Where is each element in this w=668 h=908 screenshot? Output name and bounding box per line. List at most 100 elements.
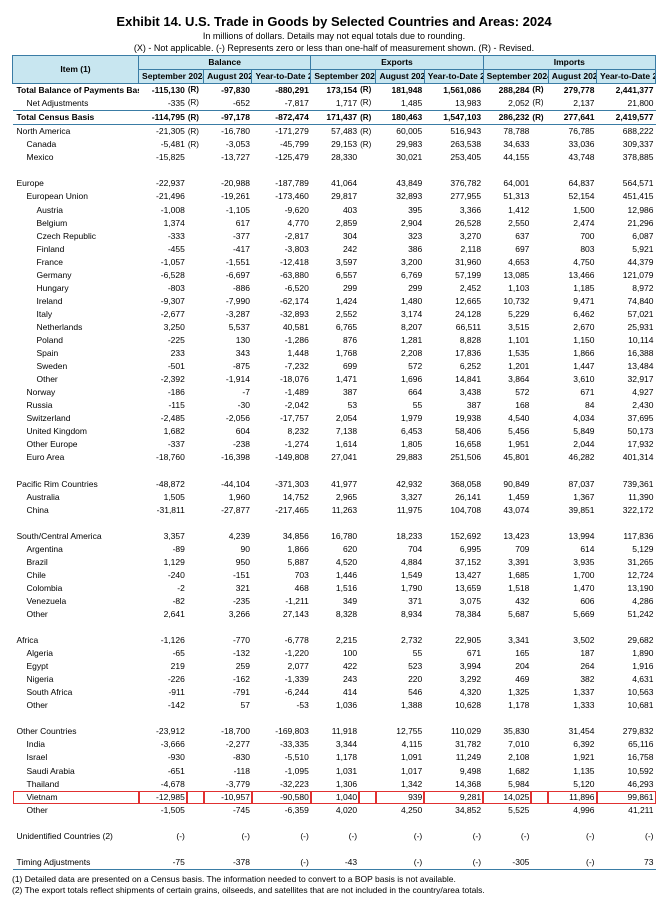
cell: 414 bbox=[311, 686, 359, 699]
cell: -43 bbox=[311, 856, 359, 870]
row-label: Israel bbox=[13, 751, 139, 764]
cell: 4,884 bbox=[376, 556, 424, 569]
cell bbox=[187, 595, 204, 608]
cell bbox=[531, 190, 548, 203]
cell: 371 bbox=[376, 595, 424, 608]
cell: 259 bbox=[204, 660, 252, 673]
cell: -114,795 bbox=[139, 111, 187, 125]
cell: -12,985 bbox=[139, 791, 187, 804]
table-row: European Union-21,496-19,261-173,46029,8… bbox=[13, 190, 656, 203]
table-row: Chile-240-1517031,4461,54913,4271,6851,7… bbox=[13, 569, 656, 582]
footnote-1: (1) Detailed data are presented on a Cen… bbox=[12, 874, 656, 885]
cell: 26,141 bbox=[424, 491, 483, 504]
cell bbox=[531, 295, 548, 308]
cell: 1,424 bbox=[311, 295, 359, 308]
cell: -90,580 bbox=[252, 791, 311, 804]
cell: 51,313 bbox=[483, 190, 531, 203]
cell: 1,325 bbox=[483, 686, 531, 699]
table-row: Algeria-65-132-1,220100556711651871,890 bbox=[13, 647, 656, 660]
cell bbox=[531, 138, 548, 151]
cell bbox=[187, 830, 204, 843]
cell: 14,752 bbox=[252, 491, 311, 504]
cell: 29,153 bbox=[311, 138, 359, 151]
cell: -12,418 bbox=[252, 256, 311, 269]
cell: -18,760 bbox=[139, 451, 187, 464]
row-label: Total Census Basis bbox=[13, 111, 139, 125]
cell: 3,438 bbox=[424, 386, 483, 399]
table-row: Mexico-15,825-13,727-125,47928,33030,021… bbox=[13, 151, 656, 164]
cell bbox=[187, 256, 204, 269]
cell bbox=[359, 725, 376, 738]
cell: 2,965 bbox=[311, 491, 359, 504]
cell: 6,769 bbox=[376, 269, 424, 282]
cell bbox=[359, 569, 376, 582]
cell: 2,474 bbox=[548, 217, 596, 230]
cell: 1,561,086 bbox=[424, 84, 483, 98]
cell bbox=[187, 438, 204, 451]
cell: 2,550 bbox=[483, 217, 531, 230]
cell: 523 bbox=[376, 660, 424, 673]
cell: 671 bbox=[548, 386, 596, 399]
cell: -3,666 bbox=[139, 738, 187, 751]
cell: -333 bbox=[139, 230, 187, 243]
cell: 12,755 bbox=[376, 725, 424, 738]
cell: 65,116 bbox=[597, 738, 656, 751]
cell bbox=[187, 478, 204, 491]
cell bbox=[187, 647, 204, 660]
cell: 546 bbox=[376, 686, 424, 699]
row-label: Belgium bbox=[13, 217, 139, 230]
subtitle-2: (X) - Not applicable. (-) Represents zer… bbox=[12, 43, 656, 53]
cell: 1,447 bbox=[548, 360, 596, 373]
row-label: Other bbox=[13, 699, 139, 712]
cell: 11,390 bbox=[597, 491, 656, 504]
cell: 16,758 bbox=[597, 751, 656, 764]
cell bbox=[359, 204, 376, 217]
cell: 3,270 bbox=[424, 230, 483, 243]
cell: 614 bbox=[548, 543, 596, 556]
cell: -6,697 bbox=[204, 269, 252, 282]
cell: 14,368 bbox=[424, 778, 483, 791]
table-row: Finland-455-417-3,8032423862,1186978035,… bbox=[13, 243, 656, 256]
cell: -2,485 bbox=[139, 412, 187, 425]
cell: 5,669 bbox=[548, 608, 596, 621]
row-label: India bbox=[13, 738, 139, 751]
cell: 299 bbox=[311, 282, 359, 295]
row-label: South Africa bbox=[13, 686, 139, 699]
cell: (R) bbox=[531, 111, 548, 125]
th-i-ytd: Year-to-Date 2024 bbox=[597, 70, 656, 84]
table-row bbox=[13, 621, 656, 634]
cell bbox=[359, 582, 376, 595]
cell bbox=[187, 451, 204, 464]
th-e-ytd: Year-to-Date 2024 bbox=[424, 70, 483, 84]
cell: -930 bbox=[139, 751, 187, 764]
cell: 41,977 bbox=[311, 478, 359, 491]
cell bbox=[187, 556, 204, 569]
cell bbox=[187, 347, 204, 360]
cell: 286,232 bbox=[483, 111, 531, 125]
table-row: Other Countries-23,912-18,700-169,80311,… bbox=[13, 725, 656, 738]
cell bbox=[359, 269, 376, 282]
cell: 4,520 bbox=[311, 556, 359, 569]
cell: (R) bbox=[531, 97, 548, 111]
cell: 5,984 bbox=[483, 778, 531, 791]
cell: 468 bbox=[252, 582, 311, 595]
cell: 13,190 bbox=[597, 582, 656, 595]
row-label: Total Balance of Payments Basis bbox=[13, 84, 139, 98]
cell: 165 bbox=[483, 647, 531, 660]
cell: 516,943 bbox=[424, 125, 483, 139]
cell: 1,031 bbox=[311, 765, 359, 778]
cell bbox=[359, 608, 376, 621]
cell: 11,975 bbox=[376, 504, 424, 517]
cell bbox=[187, 360, 204, 373]
cell: 100 bbox=[311, 647, 359, 660]
cell: 13,484 bbox=[597, 360, 656, 373]
table-row: Russia-115-30-2,0425355387168842,430 bbox=[13, 399, 656, 412]
row-label: Norway bbox=[13, 386, 139, 399]
cell: 4,996 bbox=[548, 804, 596, 817]
cell: 4,239 bbox=[204, 530, 252, 543]
cell: 606 bbox=[548, 595, 596, 608]
cell bbox=[187, 804, 204, 817]
table-row: Hungary-803-886-6,5202992992,4521,1031,1… bbox=[13, 282, 656, 295]
cell: -44,104 bbox=[204, 478, 252, 491]
cell: (-) bbox=[252, 830, 311, 843]
